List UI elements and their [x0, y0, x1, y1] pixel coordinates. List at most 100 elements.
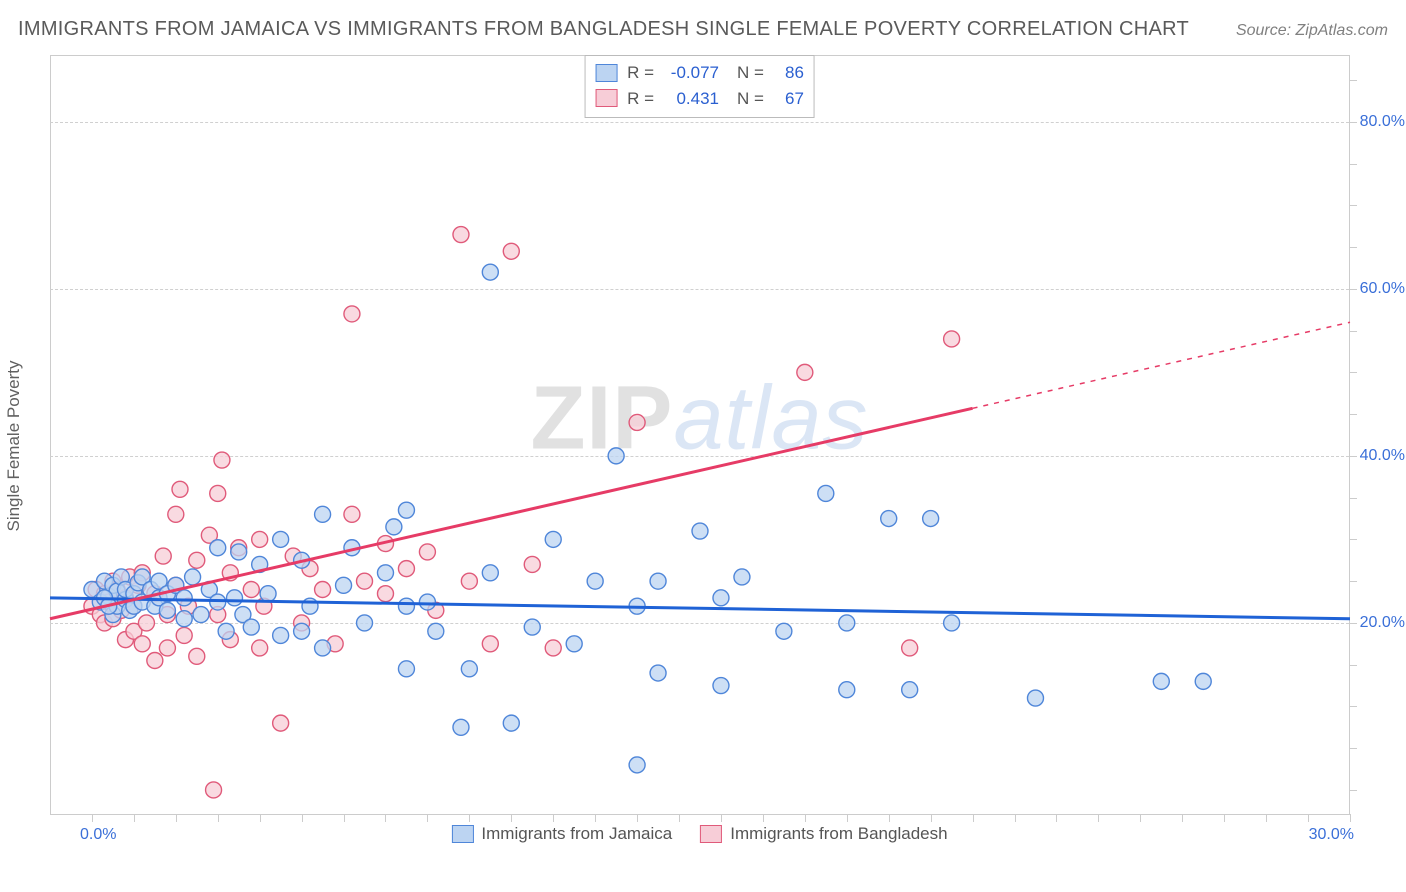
data-point: [159, 602, 175, 618]
data-point: [428, 623, 444, 639]
data-point: [377, 586, 393, 602]
data-point: [273, 531, 289, 547]
data-point: [650, 665, 666, 681]
x-tick-min: 0.0%: [80, 826, 116, 844]
data-point: [252, 531, 268, 547]
data-point: [273, 627, 289, 643]
legend-label-bangladesh: Immigrants from Bangladesh: [730, 824, 947, 844]
data-point: [629, 757, 645, 773]
plot-area: ZIPatlas 20.0%40.0%60.0%80.0% R = -0.077…: [50, 55, 1350, 815]
data-point: [461, 573, 477, 589]
x-tick-max: 30.0%: [1309, 826, 1354, 844]
swatch-jamaica: [595, 64, 617, 82]
data-point: [453, 719, 469, 735]
data-point: [147, 652, 163, 668]
data-point: [398, 661, 414, 677]
swatch-bangladesh: [595, 89, 617, 107]
data-point: [159, 640, 175, 656]
r-value-bangladesh: 0.431: [664, 86, 719, 112]
data-point: [218, 623, 234, 639]
data-point: [524, 556, 540, 572]
data-point: [944, 331, 960, 347]
data-point: [503, 243, 519, 259]
data-point: [650, 573, 666, 589]
data-point: [377, 565, 393, 581]
data-point: [176, 627, 192, 643]
data-point: [243, 619, 259, 635]
data-point: [189, 552, 205, 568]
data-point: [902, 682, 918, 698]
data-point: [839, 682, 855, 698]
data-point: [1195, 673, 1211, 689]
data-point: [713, 678, 729, 694]
n-label: N =: [737, 86, 764, 112]
data-point: [503, 715, 519, 731]
data-point: [315, 640, 331, 656]
data-point: [818, 485, 834, 501]
data-point: [587, 573, 603, 589]
data-point: [629, 414, 645, 430]
chart-title: IMMIGRANTS FROM JAMAICA VS IMMIGRANTS FR…: [18, 18, 1189, 41]
data-point: [273, 715, 289, 731]
data-point: [713, 590, 729, 606]
data-point: [134, 636, 150, 652]
data-point: [545, 640, 561, 656]
chart-svg: [50, 55, 1349, 814]
data-point: [294, 623, 310, 639]
data-point: [944, 615, 960, 631]
data-point: [231, 544, 247, 560]
data-point: [923, 511, 939, 527]
data-point: [1153, 673, 1169, 689]
data-point: [419, 594, 435, 610]
data-point: [138, 615, 154, 631]
data-point: [210, 540, 226, 556]
n-label: N =: [737, 60, 764, 86]
data-point: [189, 648, 205, 664]
data-point: [524, 619, 540, 635]
data-point: [902, 640, 918, 656]
n-value-bangladesh: 67: [774, 86, 804, 112]
data-point: [252, 640, 268, 656]
n-value-jamaica: 86: [774, 60, 804, 86]
regression-line: [50, 408, 973, 618]
data-point: [315, 582, 331, 598]
y-axis-title: Single Female Poverty: [4, 360, 24, 531]
data-point: [398, 502, 414, 518]
data-point: [776, 623, 792, 639]
r-label: R =: [627, 86, 654, 112]
r-label: R =: [627, 60, 654, 86]
legend-item-jamaica: Immigrants from Jamaica: [451, 824, 672, 844]
data-point: [566, 636, 582, 652]
data-point: [172, 481, 188, 497]
data-point: [692, 523, 708, 539]
data-point: [482, 636, 498, 652]
data-point: [315, 506, 331, 522]
data-point: [336, 577, 352, 593]
data-point: [193, 607, 209, 623]
data-point: [419, 544, 435, 560]
data-point: [545, 531, 561, 547]
data-point: [206, 782, 222, 798]
data-point: [398, 598, 414, 614]
data-point: [210, 485, 226, 501]
legend-label-jamaica: Immigrants from Jamaica: [481, 824, 672, 844]
data-point: [461, 661, 477, 677]
data-point: [482, 264, 498, 280]
legend-row-bangladesh: R = 0.431 N = 67: [595, 86, 804, 112]
correlation-legend: R = -0.077 N = 86 R = 0.431 N = 67: [584, 55, 815, 118]
source-attribution: Source: ZipAtlas.com: [1236, 22, 1388, 40]
data-point: [453, 227, 469, 243]
data-point: [155, 548, 171, 564]
legend-row-jamaica: R = -0.077 N = 86: [595, 60, 804, 86]
data-point: [176, 590, 192, 606]
data-point: [839, 615, 855, 631]
data-point: [214, 452, 230, 468]
data-point: [482, 565, 498, 581]
data-point: [357, 573, 373, 589]
data-point: [344, 306, 360, 322]
regression-line-extrapolated: [973, 322, 1350, 408]
data-point: [608, 448, 624, 464]
data-point: [243, 582, 259, 598]
data-point: [168, 506, 184, 522]
swatch-jamaica: [451, 825, 473, 843]
